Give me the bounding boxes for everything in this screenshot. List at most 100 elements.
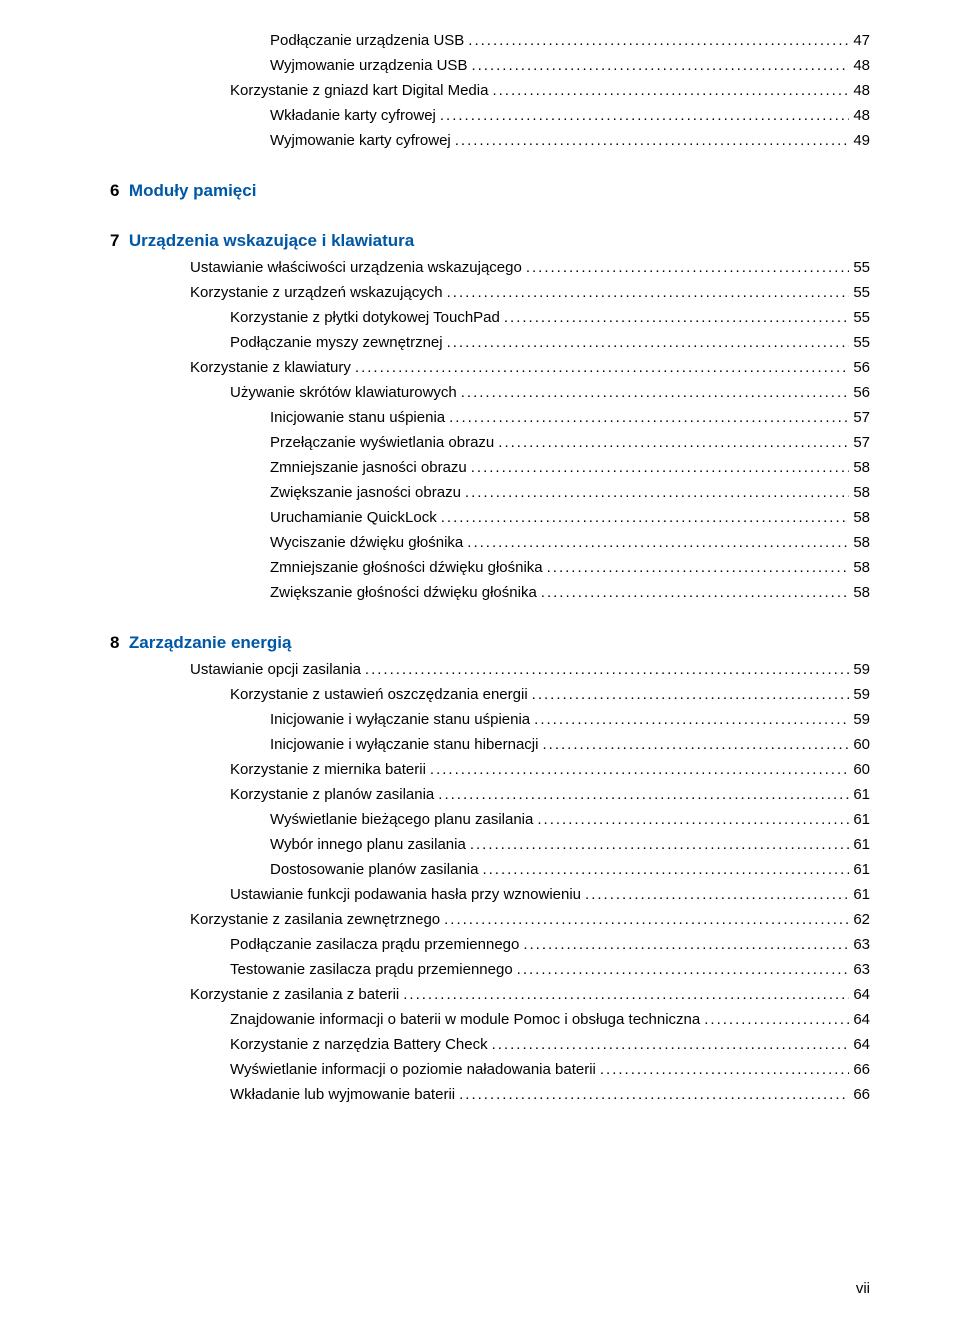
- toc-leader-dots: [447, 332, 850, 353]
- toc-entry[interactable]: Ustawianie funkcji podawania hasła przy …: [110, 884, 870, 905]
- toc-label: Korzystanie z planów zasilania: [230, 784, 434, 805]
- toc-label: Podłączanie myszy zewnętrznej: [230, 332, 443, 353]
- toc-entry[interactable]: Korzystanie z narzędzia Battery Check 64: [110, 1034, 870, 1055]
- toc-leader-dots: [471, 55, 849, 76]
- toc-leader-dots: [447, 282, 850, 303]
- toc-page-num: 64: [853, 1009, 870, 1030]
- toc-entry[interactable]: Ustawianie opcji zasilania59: [110, 659, 870, 680]
- toc-label: Uruchamianie QuickLock: [270, 507, 437, 528]
- toc-label: Podłączanie zasilacza prądu przemiennego: [230, 934, 519, 955]
- toc-leader-dots: [504, 307, 849, 328]
- toc-label: Zwiększanie głośności dźwięku głośnika: [270, 582, 537, 603]
- toc-leader-dots: [441, 507, 850, 528]
- toc-page-num: 55: [853, 257, 870, 278]
- toc-label: Zmniejszanie głośności dźwięku głośnika: [270, 557, 543, 578]
- toc-label: Dostosowanie planów zasilania: [270, 859, 478, 880]
- toc-entry[interactable]: Korzystanie z urządzeń wskazujących55: [110, 282, 870, 303]
- toc-label: Korzystanie z urządzeń wskazujących: [190, 282, 443, 303]
- toc-entry[interactable]: Korzystanie z zasilania z baterii 64: [110, 984, 870, 1005]
- toc-entry[interactable]: Znajdowanie informacji o baterii w modul…: [110, 1009, 870, 1030]
- toc-entry[interactable]: Ustawianie właściwości urządzenia wskazu…: [110, 257, 870, 278]
- toc-entry[interactable]: Wyświetlanie informacji o poziomie naład…: [110, 1059, 870, 1080]
- toc-entry[interactable]: Podłączanie myszy zewnętrznej 55: [110, 332, 870, 353]
- toc-entry[interactable]: Uruchamianie QuickLock58: [110, 507, 870, 528]
- toc-page-num: 58: [853, 457, 870, 478]
- toc-page-num: 64: [853, 984, 870, 1005]
- toc-entry[interactable]: Zmniejszanie jasności obrazu 58: [110, 457, 870, 478]
- toc-page-num: 57: [853, 407, 870, 428]
- toc-label: Inicjowanie stanu uśpienia: [270, 407, 445, 428]
- toc-page-num: 60: [853, 734, 870, 755]
- toc-entry[interactable]: Wkładanie karty cyfrowej 48: [110, 105, 870, 126]
- toc-entry[interactable]: Korzystanie z klawiatury 56: [110, 357, 870, 378]
- chapter-title: Moduły pamięci: [129, 181, 257, 200]
- toc-entry[interactable]: Wyjmowanie karty cyfrowej 49: [110, 130, 870, 151]
- toc-leader-dots: [492, 80, 849, 101]
- toc-leader-dots: [449, 407, 849, 428]
- toc-leader-dots: [444, 909, 849, 930]
- toc-entry[interactable]: Inicjowanie i wyłączanie stanu hibernacj…: [110, 734, 870, 755]
- toc-entry[interactable]: Używanie skrótów klawiaturowych56: [110, 382, 870, 403]
- toc-label: Ustawianie funkcji podawania hasła przy …: [230, 884, 581, 905]
- toc-entry[interactable]: Wybór innego planu zasilania61: [110, 834, 870, 855]
- toc-entry[interactable]: Korzystanie z zasilania zewnętrznego62: [110, 909, 870, 930]
- toc-entry[interactable]: Korzystanie z miernika baterii60: [110, 759, 870, 780]
- toc-label: Korzystanie z narzędzia Battery Check: [230, 1034, 488, 1055]
- toc-label: Zmniejszanie jasności obrazu: [270, 457, 467, 478]
- toc-leader-dots: [467, 532, 849, 553]
- toc-entry[interactable]: Podłączanie urządzenia USB 47: [110, 30, 870, 51]
- toc-entry[interactable]: Wyświetlanie bieżącego planu zasilania61: [110, 809, 870, 830]
- toc-page-num: 64: [853, 1034, 870, 1055]
- toc-label: Korzystanie z zasilania z baterii: [190, 984, 399, 1005]
- toc-entry[interactable]: Korzystanie z planów zasilania 61: [110, 784, 870, 805]
- toc-page-num: 55: [853, 332, 870, 353]
- toc-page-num: 56: [853, 382, 870, 403]
- toc-entry[interactable]: Zwiększanie jasności obrazu58: [110, 482, 870, 503]
- toc-leader-dots: [482, 859, 849, 880]
- toc-page-num: 59: [853, 659, 870, 680]
- toc-leader-dots: [532, 684, 850, 705]
- toc-entry[interactable]: Dostosowanie planów zasilania61: [110, 859, 870, 880]
- toc-leader-dots: [704, 1009, 849, 1030]
- toc-leader-dots: [365, 659, 849, 680]
- toc-page-num: 61: [853, 784, 870, 805]
- chapter-heading-6[interactable]: 6 Moduły pamięci: [110, 181, 870, 201]
- toc-entry[interactable]: Wkładanie lub wyjmowanie baterii66: [110, 1084, 870, 1105]
- toc-entry[interactable]: Inicjowanie i wyłączanie stanu uśpienia5…: [110, 709, 870, 730]
- toc-entry[interactable]: Korzystanie z gniazd kart Digital Media …: [110, 80, 870, 101]
- toc-entry[interactable]: Korzystanie z płytki dotykowej TouchPad5…: [110, 307, 870, 328]
- toc-entry[interactable]: Wyjmowanie urządzenia USB 48: [110, 55, 870, 76]
- toc-label: Korzystanie z klawiatury: [190, 357, 351, 378]
- toc-entry[interactable]: Wyciszanie dźwięku głośnika58: [110, 532, 870, 553]
- toc-label: Korzystanie z miernika baterii: [230, 759, 426, 780]
- toc-page-num: 48: [853, 105, 870, 126]
- toc-entry[interactable]: Zmniejszanie głośności dźwięku głośnika5…: [110, 557, 870, 578]
- toc-entry[interactable]: Inicjowanie stanu uśpienia 57: [110, 407, 870, 428]
- toc-leader-dots: [541, 582, 850, 603]
- toc-page-num: 57: [853, 432, 870, 453]
- toc-label: Znajdowanie informacji o baterii w modul…: [230, 1009, 700, 1030]
- toc-page-num: 56: [853, 357, 870, 378]
- toc-label: Korzystanie z płytki dotykowej TouchPad: [230, 307, 500, 328]
- toc-page-num: 62: [853, 909, 870, 930]
- toc-page-num: 59: [853, 709, 870, 730]
- toc-leader-dots: [537, 809, 849, 830]
- toc-entry[interactable]: Przełączanie wyświetlania obrazu57: [110, 432, 870, 453]
- toc-page-num: 63: [853, 934, 870, 955]
- page-number: vii: [856, 1280, 870, 1297]
- toc-page-num: 58: [853, 532, 870, 553]
- toc-page-num: 58: [853, 582, 870, 603]
- toc-entry[interactable]: Testowanie zasilacza prądu przemiennego6…: [110, 959, 870, 980]
- toc-page-num: 63: [853, 959, 870, 980]
- toc-label: Podłączanie urządzenia USB: [270, 30, 464, 51]
- toc-entry[interactable]: Podłączanie zasilacza prądu przemiennego…: [110, 934, 870, 955]
- toc-entry[interactable]: Zwiększanie głośności dźwięku głośnika 58: [110, 582, 870, 603]
- chapter-title: Zarządzanie energią: [129, 633, 292, 652]
- toc-leader-dots: [498, 432, 849, 453]
- toc-leader-dots: [440, 105, 849, 126]
- chapter-heading-7[interactable]: 7 Urządzenia wskazujące i klawiatura: [110, 231, 870, 251]
- toc-entry[interactable]: Korzystanie z ustawień oszczędzania ener…: [110, 684, 870, 705]
- toc-leader-dots: [471, 457, 850, 478]
- chapter-heading-8[interactable]: 8 Zarządzanie energią: [110, 633, 870, 653]
- toc-page-num: 48: [853, 55, 870, 76]
